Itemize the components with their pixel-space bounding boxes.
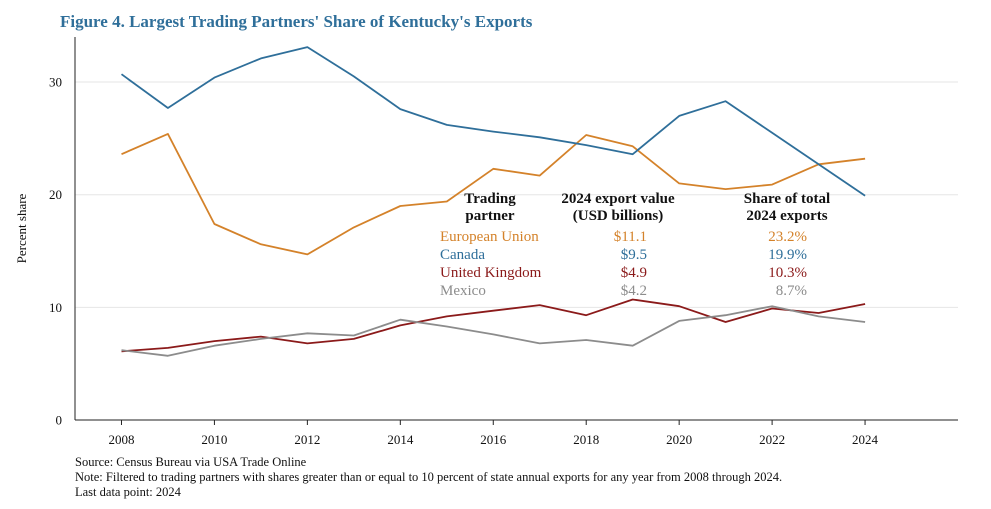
table-value-european-union: $11.1	[614, 229, 647, 245]
x-tick-label-2016: 2016	[480, 432, 507, 447]
series-line-european-union	[121, 132, 866, 256]
table-header-0-0: Trading	[464, 191, 516, 207]
y-axis-title: Percent share	[14, 193, 29, 263]
axes: 0 10 20 30 2008 2010 2012 2014 2016 2018 2020 2022 2…	[14, 37, 958, 447]
table-header-0-1: partner	[465, 208, 514, 224]
y-tick-label-0: 0	[56, 413, 63, 428]
x-tick-label-2024: 2024	[852, 432, 879, 447]
table-share-european-union: 23.2%	[768, 229, 807, 245]
table-share-united-kingdom: 10.3%	[768, 265, 807, 281]
table-share-canada: 19.9%	[768, 247, 807, 263]
y-tick-label-30: 30	[49, 75, 62, 90]
x-tick-label-2022: 2022	[759, 432, 785, 447]
series-line-canada	[120, 46, 866, 197]
series-line-mexico	[121, 305, 866, 357]
series-line-united-kingdom	[121, 298, 866, 353]
table-value-canada: $9.5	[621, 247, 647, 263]
x-tick-label-2012: 2012	[294, 432, 320, 447]
table-share-mexico: 8.7%	[776, 283, 807, 299]
table-partner-united-kingdom: United Kingdom	[440, 265, 542, 281]
source-note: Source: Census Bureau via USA Trade Onli…	[75, 455, 307, 469]
x-tick-label-2008: 2008	[108, 432, 134, 447]
y-tick-label-10: 10	[49, 300, 62, 315]
table-partner-european-union: European Union	[440, 229, 539, 245]
series-lines	[120, 46, 866, 357]
table-partner-mexico: Mexico	[440, 283, 486, 299]
line-chart: 0 10 20 30 2008 2010 2012 2014 2016 2018 2020 2022 2…	[14, 37, 958, 447]
x-tick-label-2020: 2020	[666, 432, 692, 447]
x-tick-label-2018: 2018	[573, 432, 599, 447]
table-value-mexico: $4.2	[621, 283, 647, 299]
y-tick-label-20: 20	[49, 187, 62, 202]
table-header-2-1: 2024 exports	[746, 208, 827, 224]
x-tick-label-2010: 2010	[201, 432, 227, 447]
table-partner-canada: Canada	[440, 247, 485, 263]
table-header-1-0: 2024 export value	[561, 191, 675, 207]
filter-note: Note: Filtered to trading partners with …	[75, 470, 783, 484]
chart-title: Figure 4. Largest Trading Partners' Shar…	[60, 12, 533, 31]
table-value-united-kingdom: $4.9	[621, 265, 647, 281]
x-tick-label-2014: 2014	[387, 432, 414, 447]
chart-notes: Source: Census Bureau via USA Trade Onli…	[75, 455, 782, 500]
table-header-2-0: Share of total	[744, 191, 830, 207]
table-header-1-1: (USD billions)	[573, 208, 663, 224]
last-data-point-note: Last data point: 2024	[75, 485, 181, 499]
